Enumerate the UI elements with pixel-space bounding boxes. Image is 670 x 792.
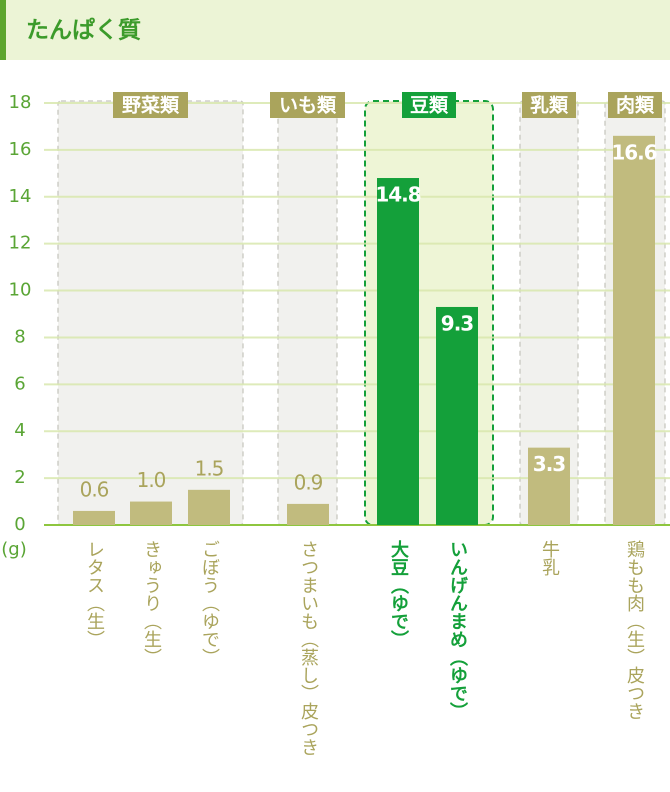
category-label: ごぼう（ゆで）: [199, 540, 220, 666]
bar: [73, 510, 115, 525]
group-label-bg: [402, 92, 456, 118]
value-label: 1.0: [137, 468, 166, 492]
group-box: [277, 100, 338, 526]
value-label: 9.3: [441, 311, 474, 335]
group-label: 乳類: [530, 94, 569, 117]
group-label-bg: [608, 92, 662, 118]
bar: [130, 501, 172, 525]
category-label: きゅうり（生）: [141, 540, 162, 666]
bar: [287, 503, 329, 525]
category-label: いんげんまめ（ゆで）: [447, 540, 468, 720]
bar: [436, 306, 478, 525]
y-tick-label: 0: [14, 514, 25, 535]
group-label: 豆類: [410, 95, 449, 117]
value-label: 0.9: [294, 470, 323, 494]
value-label: 3.3: [533, 452, 566, 476]
value-label: 14.8: [375, 183, 420, 207]
category-label: レタス（生）: [84, 540, 105, 648]
group-label-bg: [113, 92, 188, 118]
y-tick-label: 18: [9, 92, 32, 113]
y-tick-label: 2: [14, 467, 25, 488]
y-tick-label: 4: [14, 420, 25, 441]
category-label: さつまいも（蒸し）皮つき: [298, 540, 319, 756]
header-band: [0, 0, 670, 60]
group-label: 野菜類: [122, 94, 180, 117]
y-tick-label: 14: [9, 186, 32, 207]
group-label-bg: [270, 92, 345, 118]
category-label: 鶏もも肉（生）皮つき: [624, 540, 645, 720]
bar: [377, 178, 419, 525]
value-label: 16.6: [611, 140, 656, 164]
category-label: 牛乳: [539, 540, 560, 576]
y-tick-label: 6: [14, 373, 25, 394]
header-accent: [0, 0, 6, 60]
y-tick-label: 10: [9, 280, 32, 301]
bar: [188, 489, 230, 525]
bar: [528, 447, 570, 525]
y-tick-label: 8: [14, 326, 25, 347]
y-tick-label: 12: [9, 233, 32, 254]
value-label: 1.5: [195, 456, 224, 480]
group-label: いも類: [279, 95, 337, 117]
group-label-bg: [522, 92, 576, 118]
unit-label: (g): [1, 539, 26, 560]
category-label: 大豆（ゆで）: [388, 539, 409, 648]
chart-title: たんぱく質: [26, 17, 141, 44]
group-label: 肉類: [616, 94, 655, 117]
y-tick-label: 16: [9, 139, 32, 160]
bar: [613, 135, 655, 526]
value-label: 0.6: [80, 477, 109, 501]
